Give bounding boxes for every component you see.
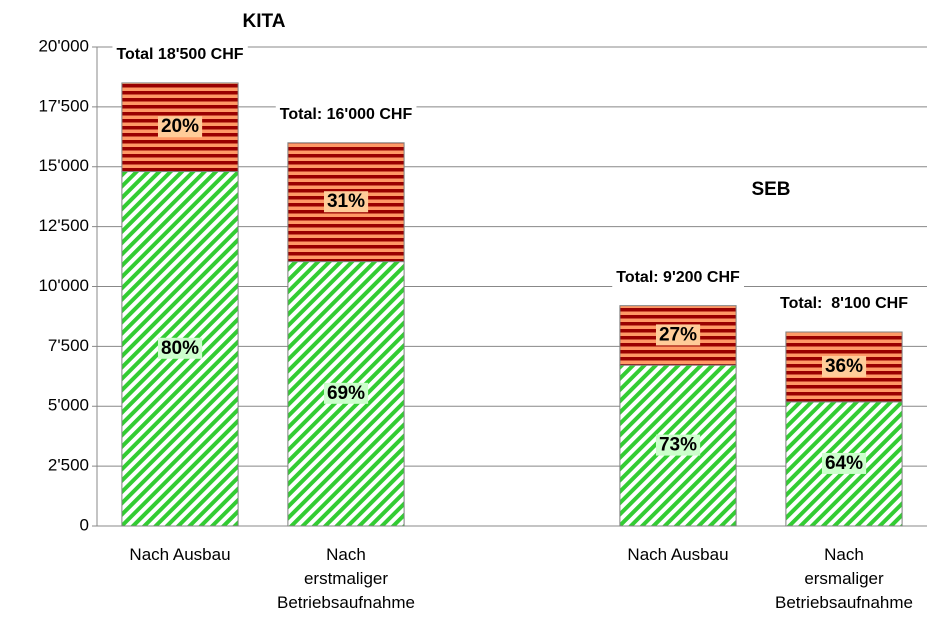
data-label-bg xyxy=(157,337,203,359)
data-label: 73% xyxy=(659,435,697,456)
x-tick-label: Nach Ausbau xyxy=(129,545,231,564)
data-label-bg xyxy=(323,191,369,213)
x-tick-label: Nach erstmaliger Betriebsaufnahme xyxy=(277,545,415,612)
y-tick-label: 10'000 xyxy=(38,276,89,295)
data-label-bg xyxy=(323,382,369,404)
x-tick-label: Nach Ausbau xyxy=(627,545,729,564)
y-tick-label: 15'000 xyxy=(38,156,89,175)
total-label-bg xyxy=(612,266,744,288)
y-tick-label: 17'500 xyxy=(38,96,89,115)
group-label: SEB xyxy=(751,179,790,200)
total-label: Total 18'500 CHF xyxy=(116,46,243,63)
total-label-bg xyxy=(776,293,913,315)
data-label: 31% xyxy=(327,191,365,212)
y-tick-label: 0 xyxy=(80,515,89,534)
total-label-bg xyxy=(275,104,417,126)
data-label-bg xyxy=(821,452,867,474)
data-label-bg xyxy=(655,434,701,456)
data-label: 69% xyxy=(327,383,365,404)
x-tick-label: Nach ersmaliger Betriebsaufnahme xyxy=(775,545,913,612)
y-tick-label: 7'500 xyxy=(48,336,89,355)
data-label: 36% xyxy=(825,356,863,377)
data-label: 80% xyxy=(161,338,199,359)
data-label-bg xyxy=(821,355,867,377)
group-label: KITA xyxy=(243,11,286,32)
total-label: Total: 9'200 CHF xyxy=(616,269,740,286)
y-tick-label: 2'500 xyxy=(48,456,89,475)
data-label-bg xyxy=(157,116,203,138)
data-label: 27% xyxy=(659,324,697,345)
y-tick-label: 5'000 xyxy=(48,396,89,415)
y-tick-label: 20'000 xyxy=(38,36,89,55)
total-label-bg xyxy=(112,44,248,66)
total-label: Total: 16'000 CHF xyxy=(280,106,413,123)
data-label-bg xyxy=(655,324,701,346)
total-label: Total: 8'100 CHF xyxy=(780,295,908,312)
data-label: 64% xyxy=(825,453,863,474)
data-label: 20% xyxy=(161,116,199,137)
y-tick-label: 12'500 xyxy=(38,216,89,235)
